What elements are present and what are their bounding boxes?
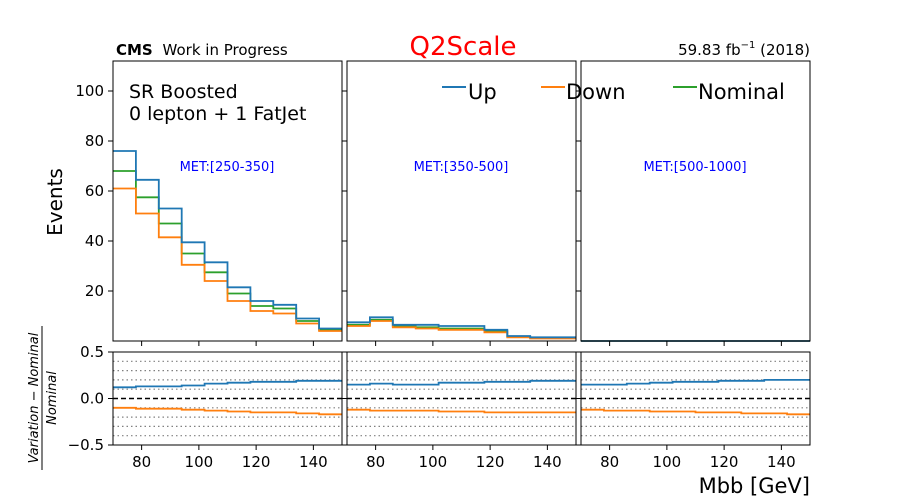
met-bin-label: MET:[350-500] xyxy=(414,160,509,175)
series-down-line xyxy=(113,187,342,332)
ratio-down-line xyxy=(581,408,810,416)
x-tick-label: 140 xyxy=(299,453,328,471)
lumi-value: 59.83 fb xyxy=(678,41,741,59)
chart-title: Q2Scale xyxy=(410,32,517,62)
y-axis-label: Events xyxy=(43,168,67,236)
ratio-label-numerator: Variation − Nominal xyxy=(27,332,42,463)
ratio-up-line xyxy=(113,379,342,389)
x-tick-label: 80 xyxy=(132,453,151,471)
ratio-down-line xyxy=(347,408,576,414)
lumi-year: (2018) xyxy=(755,41,810,59)
ratio-label-denominator: Nominal xyxy=(45,371,60,425)
x-tick-label: 120 xyxy=(710,453,739,471)
status-text: Work in Progress xyxy=(163,41,288,59)
ratio-up-line xyxy=(347,379,576,386)
y-tick-label: 20 xyxy=(85,282,104,300)
luminosity-label: 59.83 fb−1 (2018) xyxy=(678,40,810,59)
series-up-line xyxy=(113,150,342,330)
panel-3: MET:[500-1000] 80 100 120 140 xyxy=(576,60,811,471)
lumi-exponent: −1 xyxy=(741,40,756,51)
ratio-y-axis-label: Variation − Nominal Nominal xyxy=(27,326,60,470)
ratio-y-tick-label: 0.0 xyxy=(80,390,104,408)
met-bin-label: MET:[500-1000] xyxy=(643,160,746,175)
x-tick-label: 100 xyxy=(419,453,448,471)
met-bin-label: MET:[250-350] xyxy=(180,160,275,175)
y-tick-label: 40 xyxy=(85,232,104,250)
ratio-y-tick-label: 0.5 xyxy=(80,343,104,361)
cms-label: CMS Work in Progress xyxy=(116,41,288,59)
x-tick-label: 120 xyxy=(476,453,505,471)
x-tick-label: 100 xyxy=(185,453,214,471)
x-tick-label: 80 xyxy=(366,453,385,471)
series-up-line xyxy=(347,316,576,339)
main-panel-frame xyxy=(580,60,811,342)
panel-2: MET:[350-500] 80 100 120 140 xyxy=(342,60,577,471)
panels-layer: MET:[250-350] 80 100 120 140 20 40 60 80 100 0.5 0.… xyxy=(68,60,811,471)
y-tick-label: 80 xyxy=(85,132,104,150)
y-tick-label: 60 xyxy=(85,182,104,200)
y-tick-label: 100 xyxy=(75,82,104,100)
series-down-line xyxy=(347,320,576,340)
series-nominal-line xyxy=(113,170,342,331)
region-label-line2: 0 lepton + 1 FatJet xyxy=(129,103,306,125)
experiment-name: CMS xyxy=(116,41,153,59)
ratio-down-line xyxy=(113,406,342,416)
x-tick-label: 140 xyxy=(767,453,796,471)
legend-up-label: Up xyxy=(468,80,497,104)
main-panel-frame xyxy=(346,60,577,342)
legend: Up Down Nominal xyxy=(442,80,785,104)
x-tick-label: 80 xyxy=(600,453,619,471)
region-label-line1: SR Boosted xyxy=(129,81,238,103)
legend-nominal-label: Nominal xyxy=(698,80,785,104)
x-tick-label: 120 xyxy=(242,453,271,471)
x-tick-label: 140 xyxy=(533,453,562,471)
x-tick-label: 100 xyxy=(653,453,682,471)
x-axis-label: Mbb [GeV] xyxy=(699,474,810,498)
legend-down-label: Down xyxy=(566,80,626,104)
ratio-up-line xyxy=(581,379,810,386)
main-panel-frame xyxy=(112,60,343,342)
ratio-y-tick-label: −0.5 xyxy=(68,436,104,454)
